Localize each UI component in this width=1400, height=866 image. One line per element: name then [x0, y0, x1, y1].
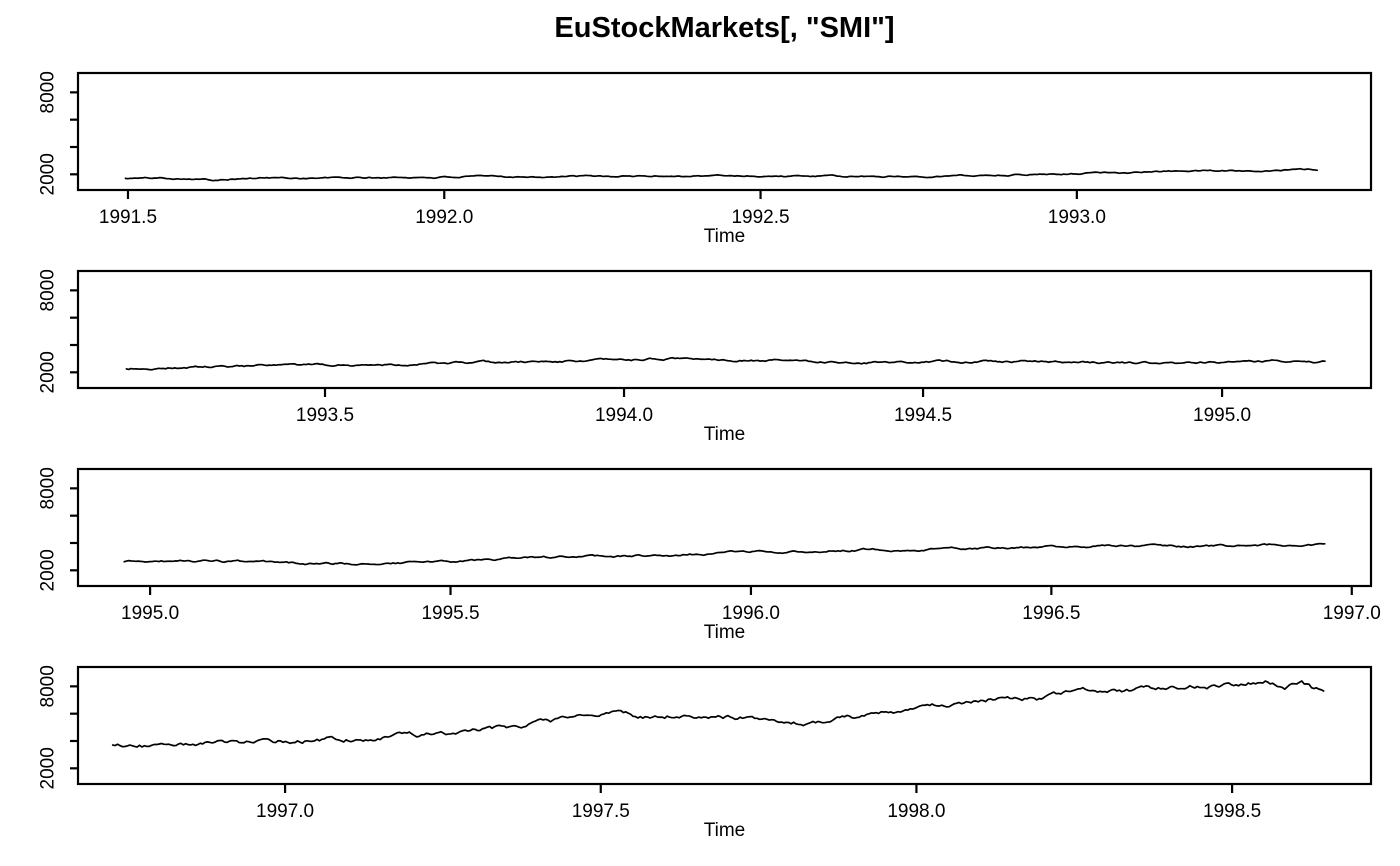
panel-1993-1995-x-tick-label-1995.0: 1995.0	[1193, 405, 1251, 426]
panel-1991-1993-y-tick-label-2000: 2000	[38, 153, 59, 195]
panel-1991-1993-box	[76, 71, 1373, 192]
panel-1997-1998-x-tick-label-1997.5: 1997.5	[572, 801, 630, 822]
panel-1995-1997-y-tick-label-8000: 8000	[38, 467, 59, 509]
smi-series-line-panel-1997-1998	[111, 680, 1325, 748]
panel-1993-1995-y-tick-label-8000: 8000	[38, 269, 59, 311]
panel-1993-1995-y-tick-label-2000: 2000	[38, 351, 59, 393]
panel-1991-1993-x-tick-label-1991.5: 1991.5	[99, 207, 157, 228]
panel-1993-1995-x-tick-label-1993.5: 1993.5	[296, 405, 354, 426]
panel-1995-1997-box	[76, 467, 1373, 588]
panel-1995-1997-x-tick-label-1997.0: 1997.0	[1323, 603, 1381, 624]
panel-1997-1998-y-tick-label-2000: 2000	[38, 747, 59, 789]
panel-1995-1997-x-tick-label-1995.5: 1995.5	[421, 603, 479, 624]
chart-title: EuStockMarkets[, "SMI"]	[554, 12, 895, 44]
panel-1993-1995-x-tick-label-1994.0: 1994.0	[595, 405, 653, 426]
smi-series-line-panel-1993-1995	[125, 356, 1326, 371]
panel-1997-1998-box	[76, 665, 1373, 786]
panel-1995-1997-x-tick-label-1996.0: 1996.0	[722, 603, 780, 624]
panel-1995-1997-x-tick-label-1995.0: 1995.0	[121, 603, 179, 624]
panel-1991-1993-x-tick-label-1992.5: 1992.5	[731, 207, 789, 228]
panel-1997-1998-x-tick-label-1998.5: 1998.5	[1203, 801, 1261, 822]
panel-1991-1993-xlabel: Time	[704, 226, 746, 247]
panel-1997-1998-xlabel: Time	[704, 820, 746, 841]
panel-1995-1997-y-tick-label-2000: 2000	[38, 549, 59, 591]
panel-1997-1998-x-tick-label-1998.0: 1998.0	[887, 801, 945, 822]
panel-1991-1993-x-tick-label-1992.0: 1992.0	[415, 207, 473, 228]
panel-1991-1993-y-tick-label-8000: 8000	[38, 71, 59, 113]
panel-1997-1998-x-tick-label-1997.0: 1997.0	[256, 801, 314, 822]
panel-1991-1993-x-tick-label-1993.0: 1993.0	[1048, 207, 1106, 228]
panel-1997-1998-y-tick-label-8000: 8000	[38, 665, 59, 707]
smi-series-line-panel-1991-1993	[124, 167, 1319, 182]
panel-1993-1995-xlabel: Time	[704, 424, 746, 445]
panel-1993-1995-x-tick-label-1994.5: 1994.5	[894, 405, 952, 426]
panel-1993-1995-box	[76, 269, 1373, 390]
panel-1995-1997-xlabel: Time	[704, 622, 746, 643]
panel-1995-1997-x-tick-label-1996.5: 1996.5	[1022, 603, 1080, 624]
smi-series-line-panel-1995-1997	[123, 542, 1326, 566]
